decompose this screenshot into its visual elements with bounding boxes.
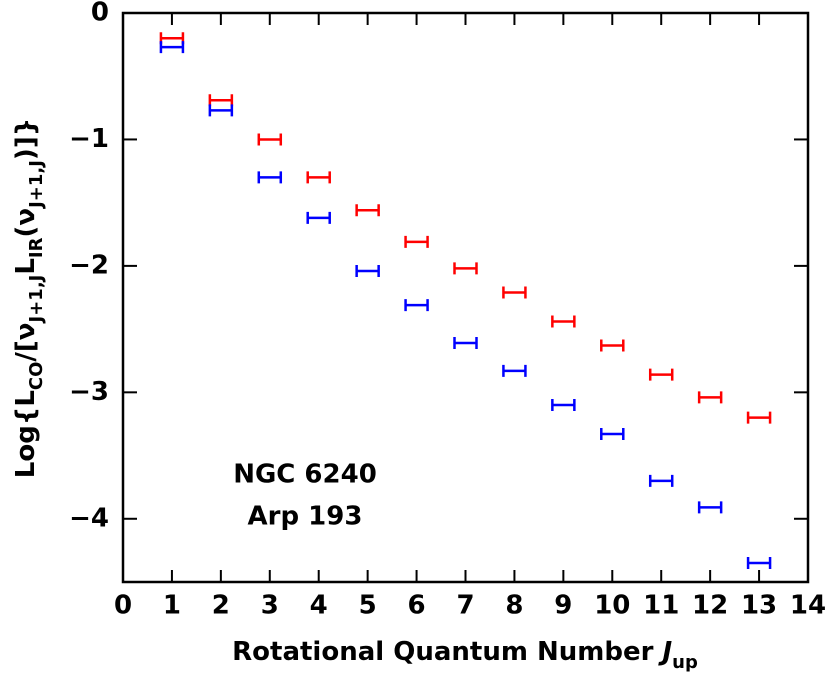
x-tick-label: 11 [643,591,679,621]
y-axis-label-part: L [11,258,41,275]
y-tick-label: −2 [69,250,109,280]
plot-frame [121,11,810,584]
y-axis-label-part: (ν [11,208,41,238]
x-tick-label: 6 [408,591,426,621]
marker [746,411,772,424]
x-tick-label: 2 [212,591,230,621]
x-tick-label: 3 [261,591,279,621]
marker [257,133,283,146]
marker [306,171,331,184]
y-tick-label: −1 [69,124,109,154]
x-tick-label: 0 [114,591,132,621]
marker [502,286,527,299]
y-tick-label: −3 [69,377,109,407]
y-axis-label-part: Log{L [11,390,41,478]
y-tick-label: −4 [69,503,109,533]
marker [257,171,283,184]
marker [404,299,429,312]
y-axis-label-part: )]} [11,118,41,160]
marker [600,339,625,352]
x-tick-label: 12 [692,591,728,621]
legend-label: NGC 6240 [233,460,377,490]
marker [355,204,380,217]
x-tick-label: 10 [594,591,630,621]
marker [453,337,478,350]
x-tick-label: 13 [741,591,777,621]
y-axis-label: Log{LCO/[νJ+1,JLIR(νJ+1,J)]} [11,118,47,478]
y-axis-label-part: IR [26,237,47,258]
marker [453,262,478,275]
marker [697,391,723,404]
marker [551,398,576,411]
marker [355,264,380,277]
y-axis-label-part: CO [26,362,47,391]
y-axis-label-part: J+1,J [26,275,47,325]
x-tick-label: 8 [505,591,523,621]
marker [159,32,185,45]
marker [697,501,723,514]
marker [648,368,674,381]
marker [648,474,674,487]
x-tick-label: 4 [310,591,328,621]
x-tick-label: 7 [456,591,474,621]
x-tick-label: 5 [359,591,377,621]
marker [159,41,185,54]
x-axis-label-part: Rotational Quantum Number [232,637,662,667]
x-axis-label-part: up [672,652,698,673]
marker [551,315,576,328]
marker [208,94,234,107]
legend-label: Arp 193 [248,502,363,532]
x-tick-label: 1 [163,591,181,621]
y-axis-label-part: J+1,J [26,160,47,210]
marker [306,211,331,224]
y-axis-label-part: /[ν [11,322,41,361]
marker [404,235,429,248]
marker [208,104,234,117]
marker [746,557,772,570]
marker [600,428,625,441]
marker [502,364,527,377]
x-tick-label: 14 [790,591,826,621]
y-tick-label: 0 [91,0,109,28]
x-tick-label: 9 [554,591,572,621]
x-axis-label: Rotational Quantum Number Jup [232,637,698,673]
